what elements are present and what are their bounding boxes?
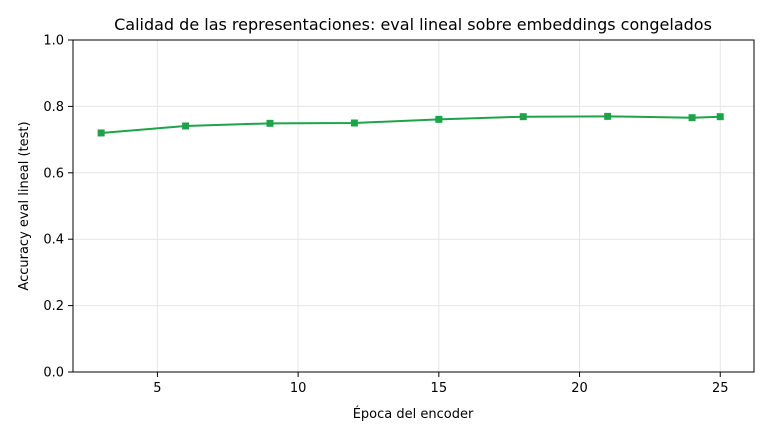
data-point [435,115,443,123]
series-group [97,112,724,137]
x-tick-label: 25 [712,381,729,396]
y-tick-label: 0.0 [43,366,64,381]
plot-area-frame [72,39,755,373]
grid [73,39,754,373]
x-tick-label: 15 [431,381,448,396]
y-tick-label: 1.0 [43,34,64,49]
chart-title: Calidad de las representaciones: eval li… [114,15,712,34]
data-point [604,112,612,120]
data-point [519,113,527,121]
data-point [716,113,724,121]
x-axis-label: Época del encoder [353,406,474,422]
x-tick-label: 5 [153,381,161,396]
x-tick-label: 20 [571,381,588,396]
data-point [266,119,274,127]
data-point [182,122,190,130]
data-point [688,114,696,122]
y-axis-label: Accuracy eval lineal (test) [17,121,32,290]
y-tick-label: 0.4 [43,233,64,248]
data-point [97,129,105,137]
x-tick-label: 10 [290,381,307,396]
x-axis: 5 10 15 20 25 [153,372,729,396]
data-point [350,119,358,127]
y-axis: 0.0 0.2 0.4 0.6 0.8 1.0 [43,34,73,381]
y-tick-label: 0.2 [43,299,64,314]
series-line [101,115,721,134]
y-tick-label: 0.6 [43,166,64,181]
y-tick-label: 0.8 [43,100,64,115]
